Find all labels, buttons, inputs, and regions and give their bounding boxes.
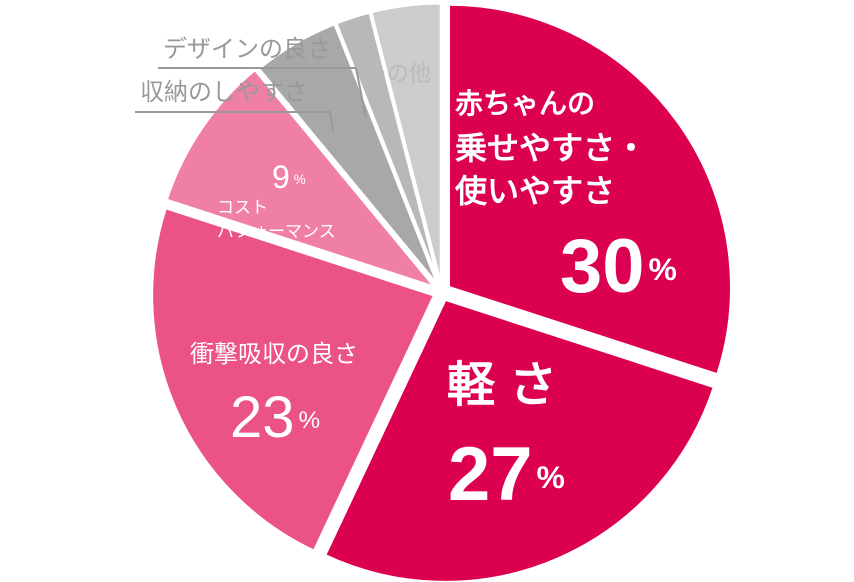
slice-label: 衝撃吸収の良さ [190,340,358,368]
pie-slice [446,2,733,377]
slice-label: 赤ちゃんの [455,87,595,120]
slice-label: その他 [365,62,431,87]
slice-label: コスト [217,198,268,218]
slice-label: デザインの良さ [163,35,331,63]
value-label: 27% [448,432,565,517]
slice-label: 使いやすさ [454,172,615,210]
value-label: 9% [272,159,306,195]
pie-slice [150,205,437,554]
slice-label: 乗せやすさ・ [455,129,647,167]
leader-line [135,111,334,133]
pie-slice [322,297,717,582]
slice-label: パフォーマンス [217,222,336,242]
slice-label: 軽さ [447,357,571,413]
pie-slice [164,67,440,291]
slice-label: 収納のしやすさ [140,78,308,106]
value-label: 30% [560,224,677,309]
pie-slice [369,1,443,287]
leader-line [158,67,367,119]
value-label: 23% [230,385,320,450]
